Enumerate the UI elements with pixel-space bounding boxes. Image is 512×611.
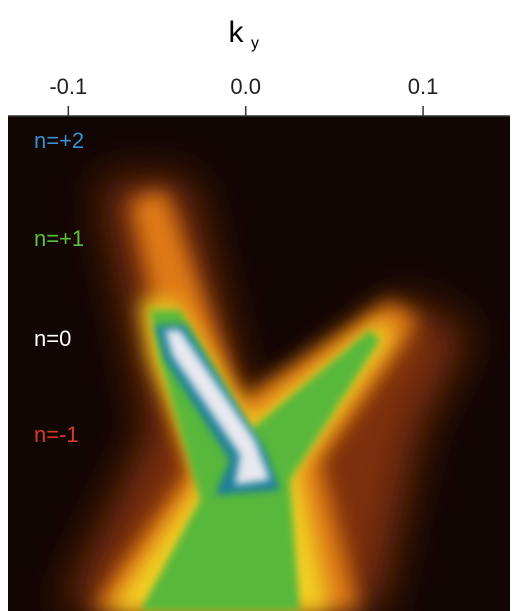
page: k y -0.10.00.1n=+2n=+1n=0n=-1 (() => { c… (0, 0, 512, 611)
band-label: n=-1 (34, 422, 79, 447)
x-tick-label: 0.1 (408, 74, 439, 99)
x-tick-label: -0.1 (49, 74, 87, 99)
x-axis-title-sub: y (251, 35, 259, 52)
x-tick-label: 0.0 (230, 74, 261, 99)
chart: k y -0.1 0.0 0.1 n=+2 n=+1 n=0 n=-1 (0, 0, 512, 611)
intensity-map (8, 116, 510, 611)
band-label: n=0 (34, 326, 71, 351)
band-label: n=+2 (34, 128, 84, 153)
band-label: n=+1 (34, 226, 84, 251)
x-axis-title: k (229, 16, 245, 49)
